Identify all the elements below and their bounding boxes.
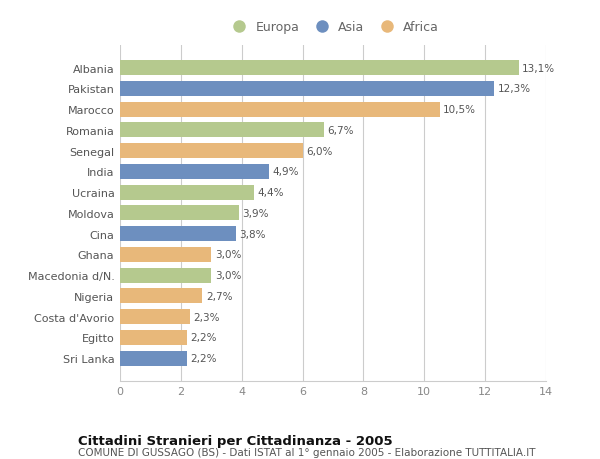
Bar [120,309,190,325]
Text: 13,1%: 13,1% [522,64,556,73]
Text: 6,0%: 6,0% [306,146,332,157]
Bar [120,102,439,118]
Bar [120,351,187,366]
Bar [120,165,269,179]
Text: 2,7%: 2,7% [206,291,232,301]
Legend: Europa, Asia, Africa: Europa, Asia, Africa [224,19,442,37]
Text: 3,9%: 3,9% [242,208,269,218]
Text: 4,4%: 4,4% [257,188,284,198]
Text: 2,3%: 2,3% [194,312,220,322]
Bar [120,206,239,221]
Text: 4,9%: 4,9% [273,167,299,177]
Bar [120,247,211,262]
Text: 6,7%: 6,7% [328,126,354,136]
Bar [120,61,518,76]
Text: 3,0%: 3,0% [215,270,241,280]
Bar [120,82,494,97]
Text: 12,3%: 12,3% [498,84,531,94]
Text: 2,2%: 2,2% [191,333,217,342]
Text: COMUNE DI GUSSAGO (BS) - Dati ISTAT al 1° gennaio 2005 - Elaborazione TUTTITALIA: COMUNE DI GUSSAGO (BS) - Dati ISTAT al 1… [78,448,536,458]
Bar [120,123,324,138]
Bar [120,185,254,200]
Bar [120,268,211,283]
Text: Cittadini Stranieri per Cittadinanza - 2005: Cittadini Stranieri per Cittadinanza - 2… [78,434,392,447]
Bar [120,330,187,345]
Text: 10,5%: 10,5% [443,105,476,115]
Text: 3,8%: 3,8% [239,229,266,239]
Text: 3,0%: 3,0% [215,250,241,260]
Text: 2,2%: 2,2% [191,353,217,363]
Bar [120,144,302,159]
Bar [120,289,202,304]
Bar [120,227,236,241]
